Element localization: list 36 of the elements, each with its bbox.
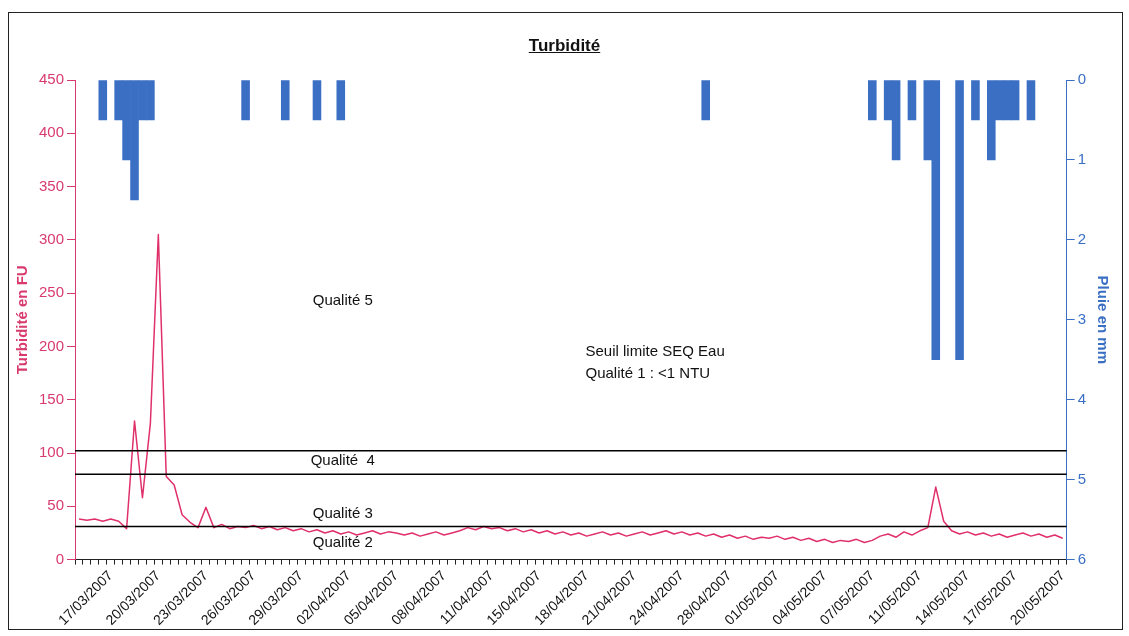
y2-tick-label: 4	[1077, 389, 1086, 407]
chart-title: Turbidité	[527, 36, 602, 56]
annotation: Qualité 4	[310, 451, 375, 469]
y-tick-label: 400	[39, 123, 65, 141]
y2-tick-label: 3	[1077, 309, 1086, 327]
bar	[701, 80, 710, 121]
y-tick-label: 0	[55, 549, 65, 567]
y-tick-label: 350	[39, 176, 65, 194]
y-tick-label: 200	[39, 336, 65, 354]
y-tick-label: 450	[39, 70, 65, 88]
y-tick-label: 100	[39, 443, 65, 461]
bar	[280, 80, 290, 121]
bar	[1026, 80, 1036, 121]
y-tick-label: 300	[39, 230, 65, 247]
y2-tick-label: 6	[1077, 549, 1086, 567]
y-tick-label: 150	[39, 389, 65, 407]
y2-tick-label: 2	[1077, 230, 1086, 247]
bar	[336, 80, 346, 121]
y-axis-title: Turbidité en FU	[13, 265, 31, 375]
y2-axis-title: Pluie en mm	[1094, 275, 1112, 364]
y-tick-label: 50	[47, 496, 65, 514]
bar	[98, 80, 108, 121]
bar	[907, 80, 917, 121]
bar	[955, 80, 964, 361]
y2-tick-label: 1	[1077, 150, 1086, 168]
annotation: Seuil limite SEQ Eau Qualité 1 : <1 NTU	[585, 342, 725, 382]
y2-tick-label: 0	[1077, 70, 1086, 88]
y-tick-label: 250	[39, 283, 65, 301]
bar	[312, 80, 322, 121]
bar	[241, 80, 250, 121]
annotation: Qualité 5	[312, 290, 373, 308]
annotation: Qualité 3	[312, 504, 373, 522]
bar	[868, 80, 877, 121]
y2-tick-label: 5	[1077, 469, 1086, 487]
annotation: Qualité 2	[312, 532, 373, 550]
bar	[971, 80, 980, 121]
